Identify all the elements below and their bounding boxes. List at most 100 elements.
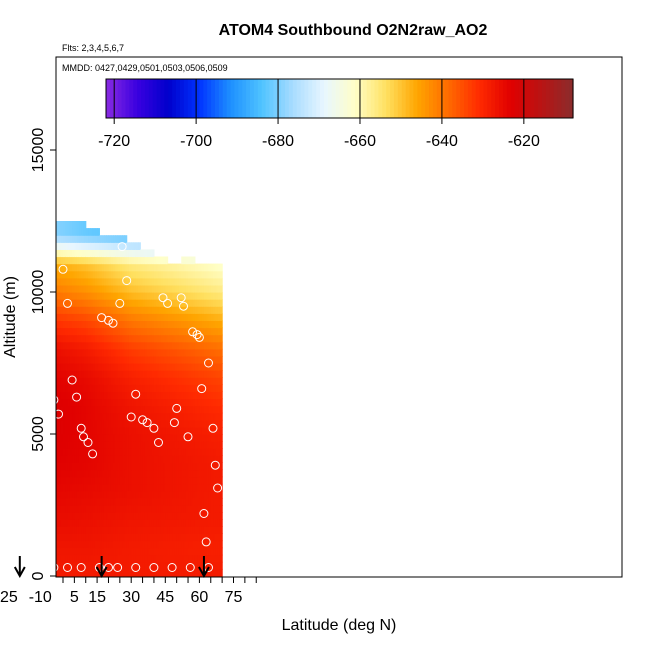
heatmap-cell	[15, 370, 18, 378]
heatmap-cell	[58, 483, 62, 492]
heatmap-cell	[67, 448, 71, 456]
heatmap-cell	[60, 476, 64, 485]
heatmap-cell	[78, 221, 82, 229]
heatmap-cell	[36, 335, 39, 343]
heatmap-cell	[38, 235, 41, 243]
heatmap-cell	[43, 335, 46, 343]
heatmap-cell	[108, 426, 112, 435]
heatmap-cell	[63, 398, 66, 407]
heatmap-cell	[4, 427, 7, 435]
heatmap-cell	[0, 448, 2, 456]
heatmap-cell	[58, 327, 62, 336]
heatmap-cell	[90, 547, 94, 556]
heatmap-cell	[101, 334, 105, 343]
heatmap-cell	[60, 355, 64, 364]
heatmap-cell	[97, 455, 100, 463]
heatmap-cell	[18, 470, 21, 478]
heatmap-cell	[0, 548, 2, 556]
heatmap-cell	[49, 441, 52, 449]
heatmap-cell	[15, 470, 18, 478]
heatmap-cell	[78, 377, 82, 385]
heatmap-cell	[83, 270, 87, 279]
heatmap-cell	[45, 477, 48, 485]
heatmap-cell	[83, 228, 87, 236]
heatmap-cell	[22, 441, 25, 449]
heatmap-cell	[15, 264, 18, 272]
heatmap-cell	[52, 555, 55, 563]
heatmap-cell	[36, 548, 39, 556]
heatmap-cell	[52, 391, 55, 399]
heatmap-cell	[92, 526, 96, 534]
heatmap-cell	[92, 441, 96, 449]
heatmap-cell	[76, 505, 80, 513]
heatmap-cell	[45, 526, 48, 534]
heatmap-cell	[0, 470, 2, 478]
heatmap-cell	[63, 370, 66, 378]
heatmap-cell	[20, 399, 23, 407]
heatmap-cell	[69, 249, 73, 258]
heatmap-cell	[6, 427, 9, 435]
heatmap-cell	[20, 285, 23, 293]
heatmap-cell	[94, 277, 98, 286]
heatmap-cell	[18, 370, 21, 378]
heatmap-cell	[52, 413, 55, 421]
heatmap-cell	[47, 399, 50, 407]
heatmap-cell	[88, 377, 91, 385]
heatmap-cell	[49, 562, 52, 570]
heatmap-cell	[58, 547, 62, 556]
heatmap-cell	[0, 413, 2, 421]
heatmap-cell	[24, 320, 27, 328]
heatmap-cell	[8, 427, 11, 435]
heatmap-cell	[40, 328, 43, 336]
heatmap-cell	[36, 477, 39, 485]
heatmap-cell	[36, 462, 39, 470]
heatmap-cell	[31, 242, 34, 250]
heatmap-cell	[33, 548, 36, 556]
heatmap-cell	[63, 249, 66, 258]
heatmap-cell	[27, 320, 30, 328]
heatmap-cell	[38, 221, 41, 229]
heatmap-cell	[38, 470, 41, 478]
heatmap-cell	[4, 242, 7, 250]
heatmap-cell	[94, 568, 98, 577]
heatmap-cell	[27, 221, 30, 229]
heatmap-cell	[85, 412, 89, 421]
heatmap-cell	[99, 242, 103, 250]
heatmap-cell	[60, 398, 64, 407]
heatmap-cell	[110, 519, 114, 527]
heatmap-cell	[8, 505, 11, 513]
heatmap-cell	[22, 519, 25, 527]
heatmap-cell	[90, 277, 94, 286]
heatmap-cell	[40, 221, 43, 229]
heatmap-cell	[58, 505, 62, 513]
heatmap-cell	[97, 235, 100, 243]
heatmap-cell	[97, 469, 100, 478]
heatmap-cell	[56, 249, 60, 258]
heatmap-cell	[43, 328, 46, 336]
heatmap-cell	[103, 256, 107, 265]
heatmap-cell	[11, 505, 14, 513]
heatmap-cell	[101, 505, 105, 513]
heatmap-cell	[52, 434, 55, 442]
heatmap-cell	[94, 348, 98, 357]
heatmap-cell	[38, 356, 41, 364]
heatmap-cell	[99, 462, 103, 471]
heatmap-cell	[45, 498, 48, 506]
heatmap-cell	[31, 249, 34, 257]
heatmap-cell	[90, 270, 94, 279]
heatmap-cell	[33, 477, 36, 485]
heatmap-cell	[69, 242, 73, 250]
heatmap-cell	[74, 505, 78, 513]
heatmap-cell	[58, 412, 62, 421]
heatmap-cell	[69, 455, 73, 463]
heatmap-cell	[88, 341, 91, 350]
heatmap-cell	[81, 505, 85, 513]
heatmap-cell	[99, 519, 103, 527]
heatmap-cell	[15, 235, 18, 243]
heatmap-cell	[110, 526, 114, 534]
heatmap-cell	[76, 519, 80, 527]
heatmap-cell	[18, 434, 21, 442]
heatmap-cell	[81, 334, 85, 343]
heatmap-cell	[13, 399, 16, 407]
heatmap-cell	[22, 335, 25, 343]
